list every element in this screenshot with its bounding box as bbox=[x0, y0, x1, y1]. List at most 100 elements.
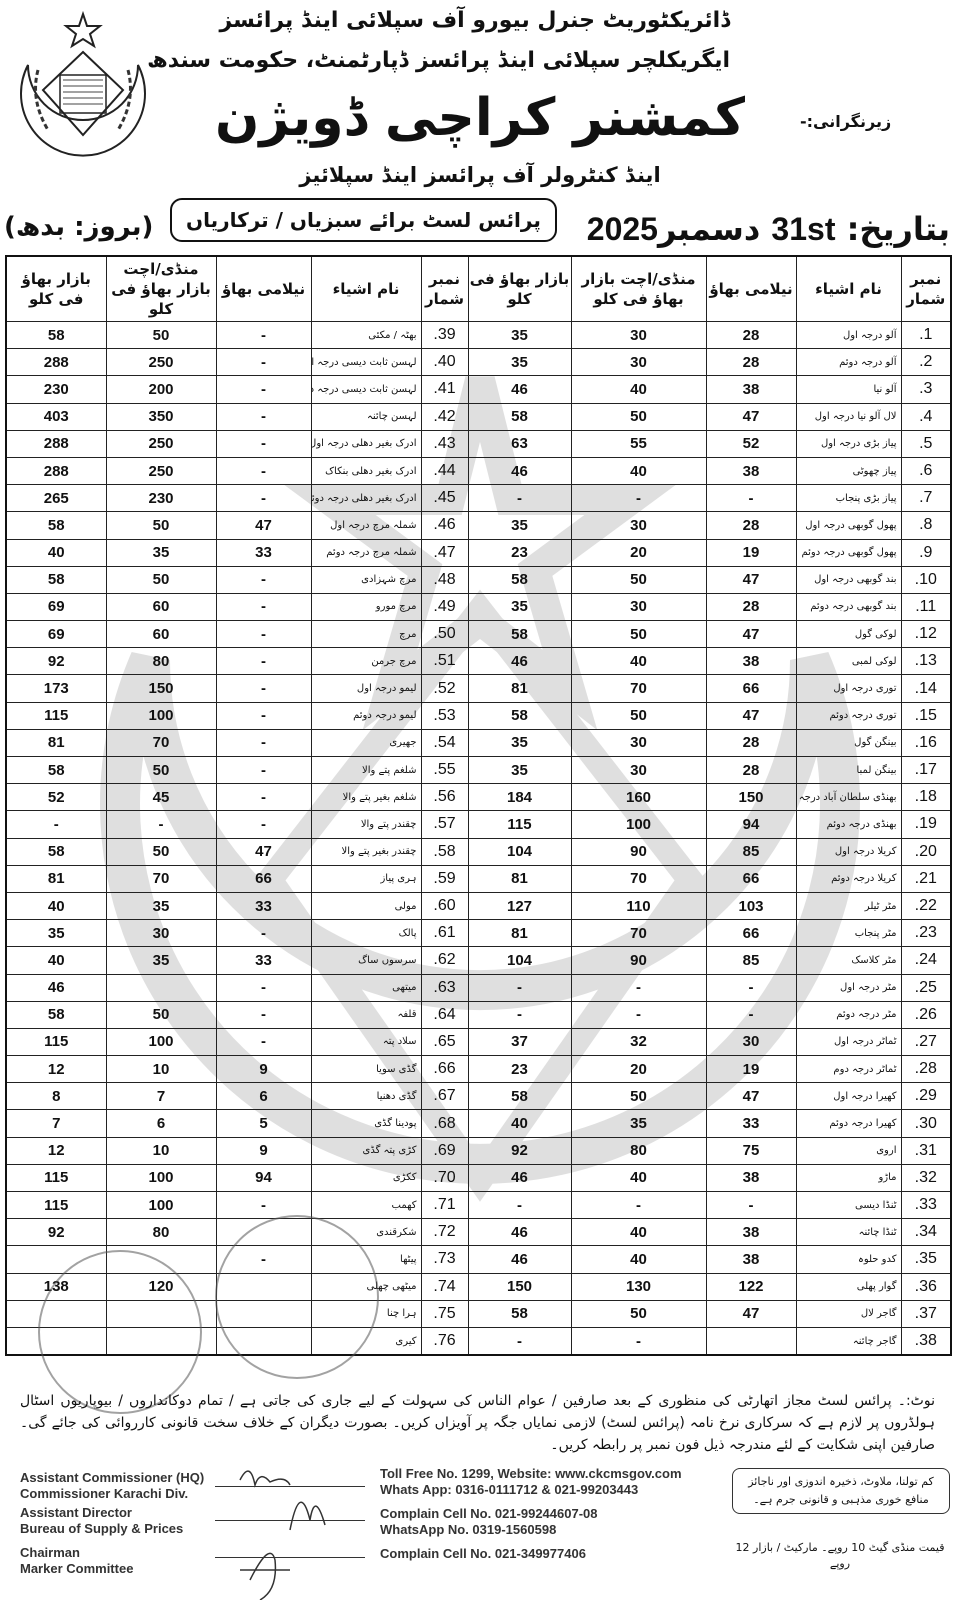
cell-mandi: 30 bbox=[570, 320, 707, 350]
cell-auction: 38 bbox=[705, 1163, 797, 1193]
cell-auction: 33 bbox=[215, 538, 312, 567]
cell-bazaar: 63 bbox=[467, 429, 572, 458]
cell-bazaar: 184 bbox=[467, 783, 572, 812]
cell-name: مرچ bbox=[310, 620, 422, 649]
cell-serial: 59. bbox=[420, 864, 469, 893]
cell-name: بھنڈی سلطان آباد درجہ اول bbox=[795, 783, 902, 812]
cell-bazaar: 92 bbox=[467, 1136, 572, 1165]
cell-mandi: 80 bbox=[105, 1218, 217, 1247]
cell-mandi: 120 bbox=[105, 1272, 217, 1301]
cell-bazaar: 37 bbox=[467, 1027, 572, 1057]
cell-auction: 28 bbox=[705, 348, 797, 377]
cell-mandi: 50 bbox=[570, 1082, 707, 1111]
cell-auction: 28 bbox=[705, 320, 797, 350]
cell-auction: - bbox=[215, 674, 312, 703]
cell-mandi: 55 bbox=[570, 429, 707, 458]
cell-auction: 66 bbox=[215, 864, 312, 893]
cell-name: لال آلو نیا درجہ اول bbox=[795, 402, 902, 431]
header-auction: نیلامی بھاؤ bbox=[215, 255, 312, 322]
handwritten-signatures bbox=[239, 1470, 326, 1600]
cell-auction: - bbox=[215, 348, 312, 377]
cell-auction: 28 bbox=[705, 592, 797, 622]
cell-auction: 47 bbox=[215, 511, 312, 540]
cell-mandi: 150 bbox=[105, 674, 217, 703]
cell-mandi bbox=[105, 1299, 217, 1328]
cell-name: کھیرا درجہ اول bbox=[795, 1082, 902, 1111]
table-row: 2. آلو درجہ دوئم 28 30 35 40. لہسن ثابت دیسی د… bbox=[5, 348, 952, 377]
cell-name: مٹر ٹیلر bbox=[795, 891, 902, 921]
table-row: 38. گاجر چائنہ - -76. کیری bbox=[5, 1326, 952, 1356]
table-row: 36. گوار پھلی 122 130 150 74. میٹھی چھلی 120 138 bbox=[5, 1272, 952, 1301]
cell-serial: 28. bbox=[900, 1055, 952, 1084]
date-day: 31st bbox=[771, 211, 836, 247]
supervision-label: زیرنگرانی:- bbox=[800, 112, 892, 131]
complain-cell-info: Complain Cell No. 021-99244607-08 bbox=[380, 1506, 598, 1521]
cell-bazaar bbox=[5, 1326, 107, 1356]
cell-bazaar: 46 bbox=[467, 456, 572, 486]
table-body: 1. آلو درجہ اول 28 30 35 39. بھٹہ / مکئی -50 58 2… bbox=[5, 320, 952, 1356]
cell-mandi: 35 bbox=[105, 891, 217, 921]
cell-serial: 51. bbox=[420, 647, 469, 676]
price-table: نمبر شمار نام اشیاء نیلامی بھاؤ منڈی/اچت… bbox=[5, 255, 952, 1357]
cell-name: کڑی پتہ گڈی bbox=[310, 1136, 422, 1165]
cell-auction: - bbox=[215, 620, 312, 649]
cell-auction bbox=[215, 1299, 312, 1328]
cell-mandi: 200 bbox=[105, 375, 217, 404]
cell-mandi: 70 bbox=[570, 674, 707, 703]
cell-mandi: - bbox=[570, 1000, 707, 1029]
cell-serial: 42. bbox=[420, 402, 469, 431]
cell-auction: - bbox=[705, 973, 797, 1002]
cell-name: میٹھی چھلی bbox=[310, 1272, 422, 1301]
cell-auction: 150 bbox=[705, 783, 797, 812]
cell-name: شکرقندی bbox=[310, 1218, 422, 1247]
signatory-office: Bureau of Supply & Prices bbox=[20, 1521, 184, 1536]
cell-serial: 36. bbox=[900, 1272, 952, 1301]
cell-name: مٹر کلاسک bbox=[795, 946, 902, 975]
cell-auction: 47 bbox=[705, 620, 797, 649]
cell-mandi: 100 bbox=[105, 1190, 217, 1220]
cell-serial: 58. bbox=[420, 837, 469, 866]
cell-bazaar: 288 bbox=[5, 456, 107, 486]
cell-mandi: 45 bbox=[105, 783, 217, 812]
cell-name: بھنڈی درجہ دوئم bbox=[795, 810, 902, 839]
cell-auction: - bbox=[215, 592, 312, 622]
cell-name: بند گوبھی درجہ اول bbox=[795, 565, 902, 594]
table-row: 6. پیاز چھوٹی 38 40 46 44. ادرک بغیر دھلی بنکا… bbox=[5, 456, 952, 486]
cell-auction: 66 bbox=[705, 919, 797, 948]
table-row: 21. کریلا درجہ دوئم 66 70 81 59. ہری پیاز 66 70 8… bbox=[5, 864, 952, 893]
cell-mandi: 30 bbox=[570, 755, 707, 785]
table-row: 17. بینگن لمبا 28 30 35 55. شلغم پتے والا -50 58 bbox=[5, 755, 952, 785]
cell-mandi: 20 bbox=[570, 538, 707, 567]
cell-name: پیاز بڑی پنجاب bbox=[795, 484, 902, 513]
cell-auction: - bbox=[215, 1027, 312, 1057]
cell-mandi: 50 bbox=[570, 402, 707, 431]
cell-name: پیاز بڑی درجہ اول bbox=[795, 429, 902, 458]
cell-auction bbox=[215, 1326, 312, 1356]
table-row: 34. ٹنڈا چائنہ 38 40 46 72. شکرقندی 80 92 bbox=[5, 1218, 952, 1247]
cell-name: مرچ مورو bbox=[310, 592, 422, 622]
table-row: 24. مٹر کلاسک 85 90 104 62. سرسوں ساگ 33 35 40 bbox=[5, 946, 952, 975]
cell-name: سرسوں ساگ bbox=[310, 946, 422, 975]
cell-name: مٹر درجہ اول bbox=[795, 973, 902, 1002]
cell-name: مٹر پنجاب bbox=[795, 919, 902, 948]
cell-auction: 28 bbox=[705, 755, 797, 785]
cell-bazaar: 46 bbox=[5, 973, 107, 1002]
cell-bazaar: 58 bbox=[5, 565, 107, 594]
cell-bazaar: 58 bbox=[5, 1000, 107, 1029]
cell-name: ٹنڈا دیسی bbox=[795, 1190, 902, 1220]
table-row: 32. ماڑو 38 40 46 70. ککڑی 94 100 115 bbox=[5, 1163, 952, 1193]
cell-auction: 47 bbox=[705, 1299, 797, 1328]
cell-auction: 6 bbox=[215, 1082, 312, 1111]
cell-serial: 29. bbox=[900, 1082, 952, 1111]
cell-mandi: 90 bbox=[570, 837, 707, 866]
price-note: قیمت منڈی گیٹ 10 روپے۔ مارکیٹ / بازار 12… bbox=[735, 1541, 945, 1570]
warning-box: کم تولنا، ملاوٹ، ذخیرہ اندوزی اور ناجائز… bbox=[732, 1468, 950, 1514]
price-list-subtitle: پرائس لسٹ برائے سبزیاں / ترکاریاں bbox=[170, 198, 557, 242]
cell-serial: 75. bbox=[420, 1299, 469, 1328]
cell-mandi: - bbox=[570, 973, 707, 1002]
table-row: 14. توری درجہ اول 66 70 81 52. لیمو درجہ اول -1… bbox=[5, 674, 952, 703]
table-row: 18.بھنڈی سلطان آباد درجہ اول15016018456.… bbox=[5, 783, 952, 812]
cell-serial: 33. bbox=[900, 1190, 952, 1220]
cell-name: ادرک بغیر دھلی بنکاک bbox=[310, 456, 422, 486]
signatory-title: Assistant Commissioner (HQ) bbox=[20, 1470, 205, 1485]
